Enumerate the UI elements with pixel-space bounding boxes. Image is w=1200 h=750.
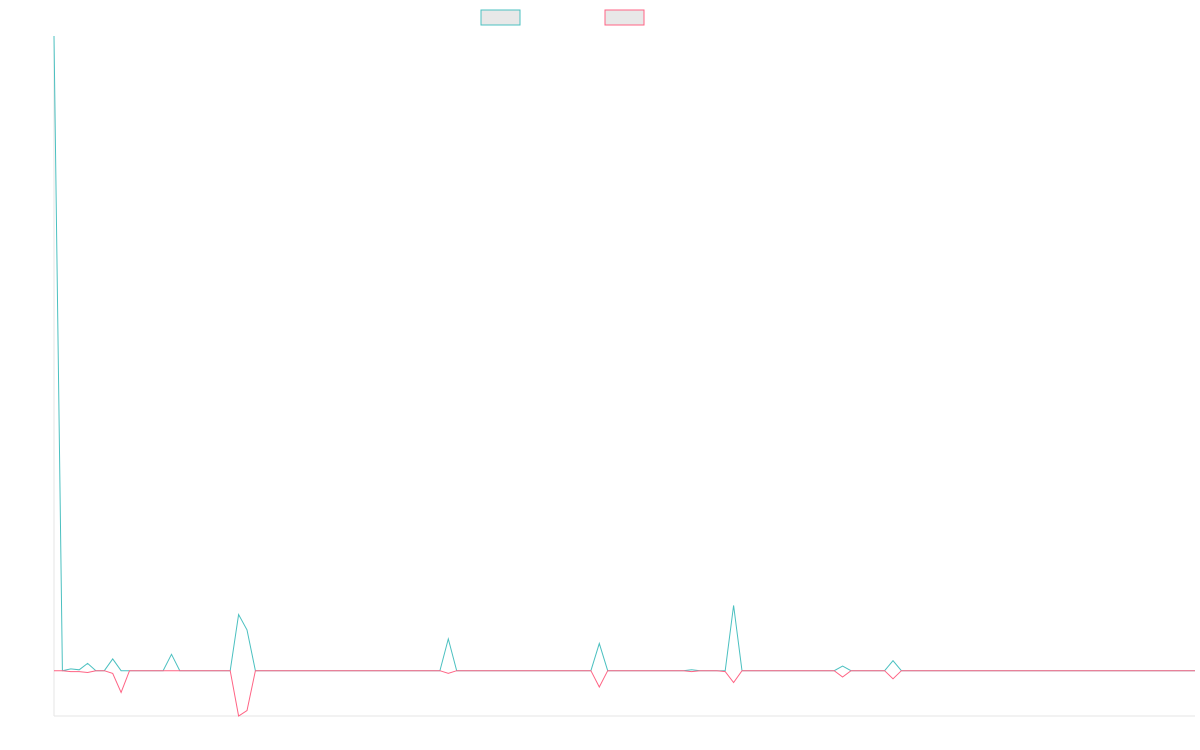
series-line-1 xyxy=(53,35,1195,672)
series-layer xyxy=(53,35,1195,717)
legend-swatch-1[interactable] xyxy=(480,9,521,26)
series-line-2 xyxy=(54,670,1195,717)
legend xyxy=(480,9,645,26)
legend-swatch-2[interactable] xyxy=(604,9,645,26)
